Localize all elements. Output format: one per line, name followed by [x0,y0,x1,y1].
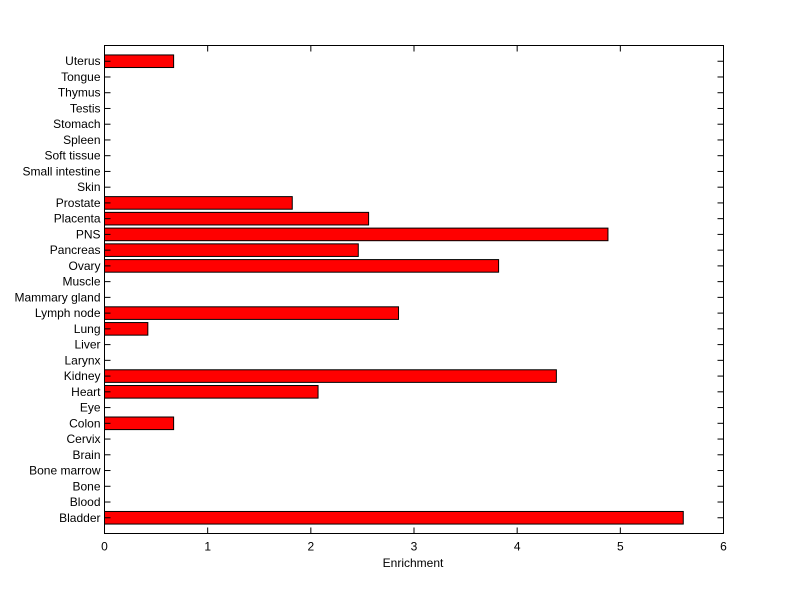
y-tick-label: Brain [72,448,100,462]
y-tick-label: Blood [70,495,101,509]
y-tick-label: Prostate [56,196,101,210]
y-tick-label: Larynx [64,353,100,367]
y-tick-label: Uterus [65,54,100,68]
y-tick-label: Placenta [54,212,101,226]
bar-ovary [104,259,500,273]
bar-bladder [104,510,684,525]
y-tick-label: Stomach [53,117,100,131]
y-tick-label: Kidney [64,369,101,383]
x-tick-label: 2 [307,540,314,554]
y-tick-label: Spleen [63,133,100,147]
y-tick-label: Skin [77,180,100,194]
x-tick-label: 1 [204,540,211,554]
y-tick-label: Tongue [61,70,101,84]
bar-colon [104,416,175,431]
x-tick-label: 4 [514,540,521,554]
bar-pns [104,227,609,242]
bar-prostate [104,196,293,210]
y-tick-label: Soft tissue [44,149,100,163]
x-tick-label: 6 [720,540,727,554]
y-tick-label: Bone marrow [29,464,101,478]
y-tick-label: Bladder [59,511,100,525]
y-tick-label: Thymus [58,86,101,100]
y-tick-label: Liver [74,338,100,352]
bar-lymph-node [104,306,400,320]
y-tick-label: Lymph node [35,306,101,320]
y-tick-label: Pancreas [50,243,101,257]
y-tick-label: Lung [74,322,101,336]
bar-pancreas [104,243,359,257]
bar-placenta [104,211,370,226]
y-tick-label: PNS [76,227,101,241]
y-tick-label: Ovary [68,259,100,273]
bar-lung [104,322,149,336]
y-tick-label: Bone [72,479,100,493]
bar-heart [104,385,319,399]
x-tick-label: 3 [411,540,418,554]
bar-uterus [104,54,175,69]
y-tick-label: Testis [70,101,101,115]
y-tick-label: Muscle [62,275,100,289]
y-tick-label: Small intestine [22,164,100,178]
bar-kidney [104,369,557,383]
plot-frame [104,45,724,534]
y-tick-label: Eye [80,401,101,415]
y-tick-label: Heart [71,385,101,399]
y-tick-label: Colon [69,416,100,430]
y-tick-label: Cervix [66,432,100,446]
x-tick-label: 0 [101,540,108,554]
x-tick-label: 5 [617,540,624,554]
x-axis-label: Enrichment [383,556,444,570]
y-tick-label: Mammary gland [14,290,100,304]
